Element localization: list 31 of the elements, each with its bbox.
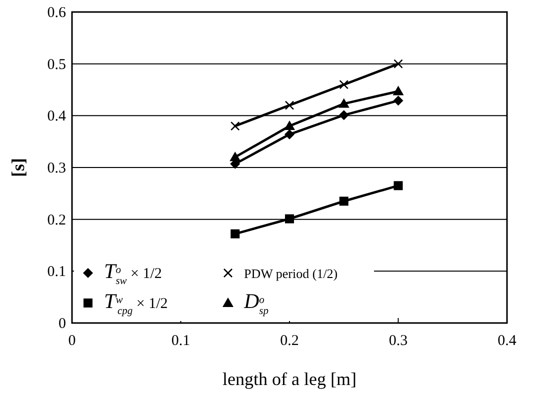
legend-label: T$^{w}$$_{cpg}$ × 1/2 xyxy=(104,289,168,316)
point xyxy=(394,181,403,190)
y-tick-label: 0.5 xyxy=(47,56,66,73)
point xyxy=(338,98,350,108)
legend-label: T$^{o}$$_{sw}$ × 1/2 xyxy=(104,259,162,286)
y-axis-title: [s] xyxy=(8,158,28,177)
point xyxy=(284,129,294,140)
point xyxy=(230,121,240,131)
y-tick-label: 0.3 xyxy=(47,160,66,176)
point xyxy=(230,152,241,162)
legend-label: PDW period (1/2) xyxy=(244,266,338,281)
y-tick-label: 0.1 xyxy=(47,264,66,280)
y-tick-label: 0.6 xyxy=(47,5,66,21)
y-tick-label: 0.4 xyxy=(47,108,66,125)
x-tick-label: 0.2 xyxy=(280,333,299,349)
y-tick-label: 0.2 xyxy=(47,212,66,228)
point xyxy=(339,80,349,90)
point xyxy=(339,196,348,206)
point xyxy=(285,214,294,224)
point xyxy=(393,96,404,106)
x-axis-title: length of a leg [m] xyxy=(222,369,356,389)
point xyxy=(392,86,404,96)
point xyxy=(394,59,403,68)
x-tick-label: 0.3 xyxy=(388,333,408,349)
point xyxy=(284,120,295,130)
point xyxy=(284,100,294,110)
x-tick-label: 0.4 xyxy=(498,333,517,349)
y-tick-label: 0 xyxy=(58,316,66,332)
x-tick-label: 0.1 xyxy=(171,333,190,349)
point xyxy=(230,229,240,238)
point xyxy=(338,110,349,120)
